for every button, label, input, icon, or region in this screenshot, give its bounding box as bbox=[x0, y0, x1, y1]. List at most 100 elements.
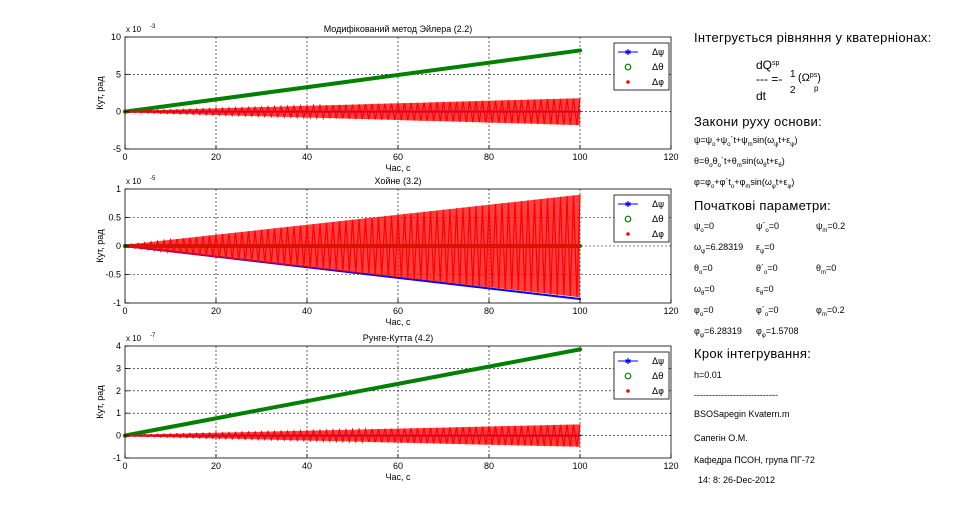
y-tick-label: 0 bbox=[116, 431, 121, 441]
file-name: BSOSapegin Kvatern.m bbox=[694, 409, 790, 419]
y-axis-label: Кут, рад bbox=[95, 385, 105, 419]
series-line-Δθ bbox=[123, 347, 582, 438]
law-phi-subscript: o bbox=[710, 184, 715, 190]
x-tick-label: 0 bbox=[122, 306, 127, 316]
param-symbol: ω bbox=[694, 284, 702, 294]
param-symbol: ψ bbox=[694, 221, 701, 231]
param-rest: =0 bbox=[768, 305, 779, 315]
x-tick-label: 100 bbox=[572, 461, 587, 471]
equation-bar: --- =- bbox=[756, 72, 782, 86]
law-theta-subscript: θ bbox=[778, 163, 782, 169]
legend-marker-dot bbox=[626, 232, 630, 236]
x-tick-label: 80 bbox=[484, 461, 494, 471]
legend: ✱ Δψ Δθ Δφ bbox=[613, 42, 670, 91]
law-psi-part: ψ bbox=[694, 135, 701, 145]
y-axis-label: Кут, рад bbox=[95, 76, 105, 110]
param-symbol: ω bbox=[694, 242, 702, 252]
law-theta-subscript: m bbox=[736, 163, 742, 169]
x-tick-label: 0 bbox=[122, 461, 127, 471]
eq-sp: sp bbox=[772, 60, 780, 67]
param-symbol: θ´ bbox=[756, 263, 765, 273]
chart-title: Модифікований метод Эйлера (2.2) bbox=[324, 24, 473, 34]
chart-title: Рунге-Кутта (4.2) bbox=[363, 333, 433, 343]
y-axis-label: Кут, рад bbox=[95, 229, 105, 263]
law-phi-part: +φ bbox=[734, 177, 746, 187]
x-tick-label: 40 bbox=[302, 461, 312, 471]
param-rest: =0 bbox=[703, 221, 715, 231]
law-theta-subscript: o bbox=[717, 163, 721, 169]
axis-exponent: x 10 bbox=[126, 177, 142, 186]
param-subscript: φ bbox=[761, 333, 766, 339]
x-tick-label: 20 bbox=[211, 461, 221, 471]
param-symbol: ε bbox=[756, 242, 761, 252]
series-line-Δθ bbox=[123, 48, 582, 114]
law-theta: θ=θoθo´t+θmsin(ωθt+εθ) bbox=[694, 156, 785, 169]
param-value: θo=0 bbox=[694, 263, 713, 276]
law-psi: ψ=ψo+ψo´t+ψmsin(ωψt+εψ) bbox=[694, 135, 798, 148]
step-heading: Крок інтегрування: bbox=[694, 346, 812, 361]
param-value: φ´o=0 bbox=[756, 305, 779, 318]
legend-label: Δψ bbox=[652, 357, 664, 367]
law-psi-subscript: o bbox=[712, 142, 716, 148]
param-value: ψm=0.2 bbox=[816, 221, 846, 234]
x-axis-label: Час, с bbox=[385, 317, 411, 327]
param-rest: =0 bbox=[768, 221, 780, 231]
legend: ✱ Δψ Δθ Δφ bbox=[613, 351, 670, 400]
param-rest: =6.28319 bbox=[704, 326, 742, 336]
y-tick-label: 0 bbox=[116, 107, 121, 117]
legend-marker-dot bbox=[626, 80, 630, 84]
law-phi-subscript: φ bbox=[787, 184, 792, 190]
legend-label: Δφ bbox=[652, 230, 664, 240]
series-band-Δφ bbox=[125, 424, 580, 447]
axis-exponent-power: -3 bbox=[150, 24, 156, 30]
author: Сапегін О.М. bbox=[694, 433, 748, 443]
param-subscript: o bbox=[765, 228, 769, 234]
param-rest: =0 bbox=[702, 263, 713, 273]
param-rest: =6.28319 bbox=[705, 242, 744, 252]
law-phi-part: sin(ω bbox=[750, 177, 772, 187]
param-subscript: m bbox=[821, 312, 827, 318]
y-tick-label: 3 bbox=[116, 363, 121, 373]
param-symbol: θ bbox=[694, 263, 700, 273]
param-rest: =0 bbox=[763, 284, 774, 294]
law-psi-part: +ψ bbox=[715, 135, 728, 145]
y-tick-label: 10 bbox=[111, 32, 121, 42]
department: Кафедра ПСОН, група ПГ-72 bbox=[694, 455, 815, 465]
legend-marker-dot bbox=[626, 389, 630, 393]
param-subscript: θ bbox=[701, 291, 705, 297]
info-panel: Інтегрується рівняння у кватерніонах: dQ… bbox=[694, 0, 968, 516]
param-rest: =1.5708 bbox=[765, 326, 799, 336]
y-tick-label: 4 bbox=[116, 341, 121, 351]
param-rest: =0 bbox=[704, 284, 715, 294]
x-axis-label: Час, с bbox=[385, 472, 411, 482]
eq-dashes: --- bbox=[756, 72, 768, 86]
param-rest: =0 bbox=[764, 242, 775, 252]
param-symbol: ψ´ bbox=[756, 221, 766, 231]
law-theta-part: θ bbox=[712, 156, 718, 166]
equation-numerator: dQsp bbox=[756, 58, 779, 72]
law-psi-subscript: ψ bbox=[774, 142, 779, 148]
legend-label: Δφ bbox=[652, 78, 664, 88]
param-value: ψ´o=0 bbox=[756, 221, 780, 234]
y-tick-label: -5 bbox=[113, 144, 121, 154]
law-theta-subscript: o bbox=[709, 163, 713, 169]
eq-dq: dQ bbox=[756, 58, 773, 72]
law-theta-part: ) bbox=[781, 156, 785, 166]
law-phi-subscript: φ bbox=[771, 184, 776, 190]
param-subscript: m bbox=[822, 228, 828, 234]
x-tick-label: 80 bbox=[484, 152, 494, 162]
y-tick-label: 1 bbox=[116, 408, 121, 418]
legend-box bbox=[613, 42, 670, 91]
law-phi-part: t+ε bbox=[775, 177, 788, 187]
law-phi-part: φ=φ bbox=[694, 177, 711, 187]
legend-label: Δψ bbox=[652, 200, 664, 210]
law-phi: φ=φo+φ´to+φmsin(ωφt+εφ) bbox=[694, 177, 794, 190]
x-tick-label: 120 bbox=[663, 461, 678, 471]
param-rest: =0.2 bbox=[827, 221, 846, 231]
x-axis-label: Час, с bbox=[385, 163, 411, 173]
separator: ---------------------------- bbox=[694, 390, 778, 400]
param-symbol: φ bbox=[756, 326, 762, 336]
y-tick-label: 0.5 bbox=[108, 213, 121, 223]
law-theta-part: ´t+θ bbox=[720, 156, 737, 166]
